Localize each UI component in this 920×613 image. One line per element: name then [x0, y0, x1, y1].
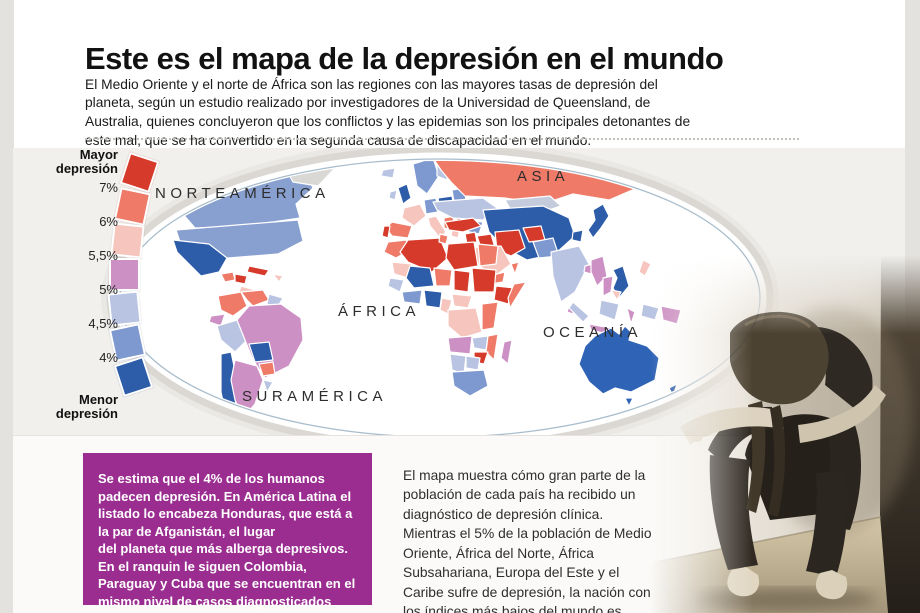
dotted-divider	[85, 138, 799, 140]
legend-tick-5-5: 5,5%	[88, 248, 118, 263]
legend-tick-7: 7%	[99, 180, 118, 195]
label-oceania: OCEANÍA	[543, 324, 643, 341]
label-norteamerica: NORTEAMÉRICA	[155, 185, 330, 202]
world-map	[13, 148, 905, 435]
legend-tick-6: 6%	[99, 214, 118, 229]
continent-south-america	[208, 289, 304, 421]
legend-swatch-5pct	[109, 258, 140, 291]
legend-label-menor: Menor depresión	[55, 392, 118, 421]
photo-persona-deprimida	[650, 255, 920, 613]
intro-paragraph: El Medio Oriente y el norte de África so…	[85, 76, 691, 148]
label-suramerica: SURAMÉRICA	[242, 388, 388, 405]
page-title: Este es el mapa de la depresión en el mu…	[85, 40, 724, 76]
callout-text: Se estima que el 4% de los humanos padec…	[98, 471, 356, 613]
label-asia: ASIA	[517, 168, 570, 185]
label-africa: ÁFRICA	[338, 303, 421, 320]
legend-tick-4-5: 4,5%	[88, 316, 118, 331]
continent-africa	[383, 233, 527, 397]
legend-tick-5: 5%	[99, 282, 118, 297]
legend-tick-4: 4%	[99, 350, 118, 365]
left-margin-strip	[0, 0, 14, 613]
callout-box: Se estima que el 4% de los humanos padec…	[83, 453, 372, 613]
legend-label-mayor: Mayor depresión	[55, 147, 118, 176]
map-note-text: El mapa muestra cómo gran parte de la po…	[403, 467, 652, 613]
